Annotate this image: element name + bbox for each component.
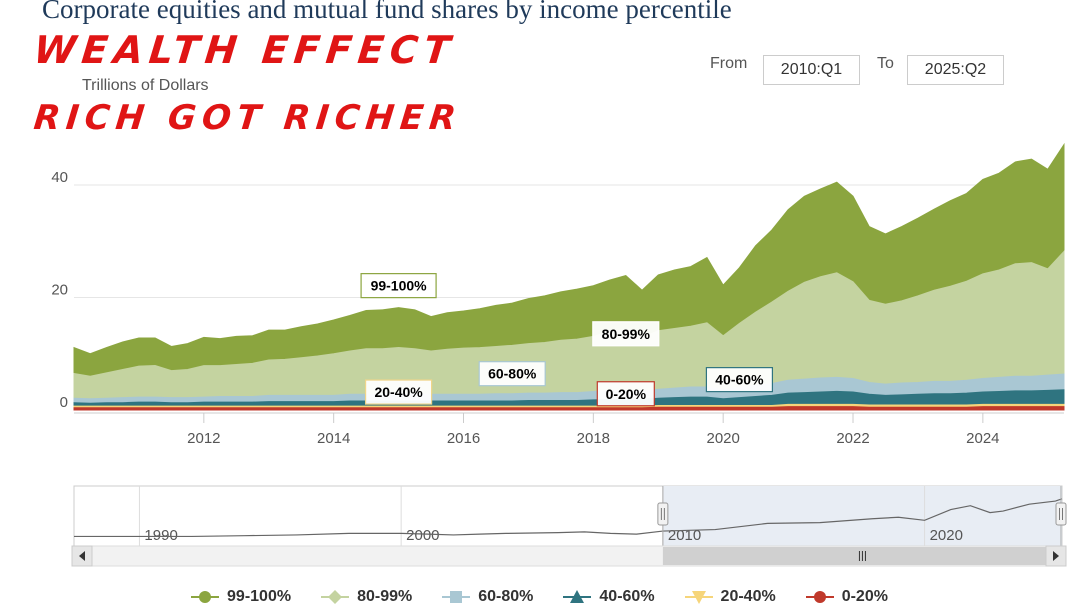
legend-label: 80-99% [357, 588, 413, 605]
scroll-left-icon [79, 551, 85, 561]
series-label-20-40pct: 20-40% [364, 379, 433, 405]
y-tick-40: 40 [51, 169, 68, 186]
scrollbar[interactable] [71, 545, 1067, 567]
x-tick-2012: 2012 [187, 430, 220, 447]
x-tick-2016: 2016 [447, 430, 480, 447]
legend-label: 0-20% [841, 588, 888, 605]
svg-text:60-80%: 60-80% [488, 366, 537, 382]
navigator-tick-2020: 2020 [930, 527, 963, 544]
range-to-label: To [877, 55, 894, 72]
y-tick-20: 20 [51, 282, 68, 299]
svg-text:99-100%: 99-100% [371, 278, 428, 294]
range-from-label: From [710, 55, 748, 72]
legend-symbol-diamond [321, 590, 350, 604]
series-label-60-80pct: 60-80% [478, 361, 546, 387]
series-label-99-100pct: 99-100% [360, 273, 437, 299]
x-tick-2024: 2024 [966, 430, 999, 447]
navigator: 1990 2000 2010 2020 [71, 485, 1067, 567]
navigator-handle-right[interactable] [1055, 486, 1067, 546]
x-tick-2020: 2020 [706, 430, 739, 447]
legend-item-60-80pct[interactable]: 60-80% [442, 588, 533, 606]
area-0-20pct[interactable] [73, 406, 1065, 411]
navigator-trace [74, 498, 1063, 538]
svg-text:40-60%: 40-60% [715, 372, 764, 388]
x-tick-2018: 2018 [577, 430, 610, 447]
legend-item-80-99pct[interactable]: 80-99% [321, 588, 412, 606]
legend-symbol-triangle [563, 590, 592, 603]
x-axis: 2012 2014 2016 2018 2020 2022 2024 [74, 412, 1064, 447]
scroll-right-icon [1053, 551, 1059, 561]
y-axis-label: Trillions of Dollars [82, 77, 209, 94]
legend-label: 40-60% [599, 588, 655, 605]
y-axis: 0 20 40 [51, 169, 68, 411]
legend: 99-100% 80-99% 60-80% 40-60% 20-40% 0-20% [0, 588, 1079, 606]
x-tick-2022: 2022 [836, 430, 869, 447]
navigator-tick-1990: 1990 [144, 527, 177, 544]
svg-text:0-20%: 0-20% [606, 386, 647, 402]
x-tick-2014: 2014 [317, 430, 350, 447]
legend-label: 99-100% [227, 588, 292, 605]
legend-symbol-square [442, 591, 471, 603]
chart-title: Corporate equities and mutual fund share… [42, 0, 732, 24]
legend-item-0-20pct[interactable]: 0-20% [805, 588, 888, 606]
range-to-input[interactable]: 2025:Q2 [907, 55, 1004, 85]
svg-text:80-99%: 80-99% [602, 326, 651, 342]
legend-item-20-40pct[interactable]: 20-40% [684, 588, 776, 606]
navigator-selection[interactable] [662, 486, 1062, 546]
y-tick-0: 0 [60, 394, 68, 411]
navigator-handle-left[interactable] [657, 486, 669, 546]
legend-item-99-100pct[interactable]: 99-100% [191, 588, 291, 606]
legend-label: 60-80% [478, 588, 534, 605]
navigator-tick-2000: 2000 [406, 527, 439, 544]
series-label-80-99pct: 80-99% [592, 321, 660, 347]
legend-symbol-triangle-down [684, 591, 713, 604]
series-label-40-60pct: 40-60% [705, 367, 774, 393]
legend-label: 20-40% [720, 588, 776, 605]
legend-item-40-60pct[interactable]: 40-60% [563, 588, 655, 606]
series-labels: 99-100% 80-99% 60-80% 40-60% 20-40% 0-20% [360, 273, 774, 407]
legend-symbol-circle [805, 591, 834, 603]
legend-symbol-circle [191, 591, 220, 603]
svg-text:20-40%: 20-40% [374, 384, 423, 400]
area-series [73, 142, 1065, 411]
range-from-input[interactable]: 2010:Q1 [763, 55, 860, 85]
series-label-0-20pct: 0-20% [596, 381, 655, 407]
